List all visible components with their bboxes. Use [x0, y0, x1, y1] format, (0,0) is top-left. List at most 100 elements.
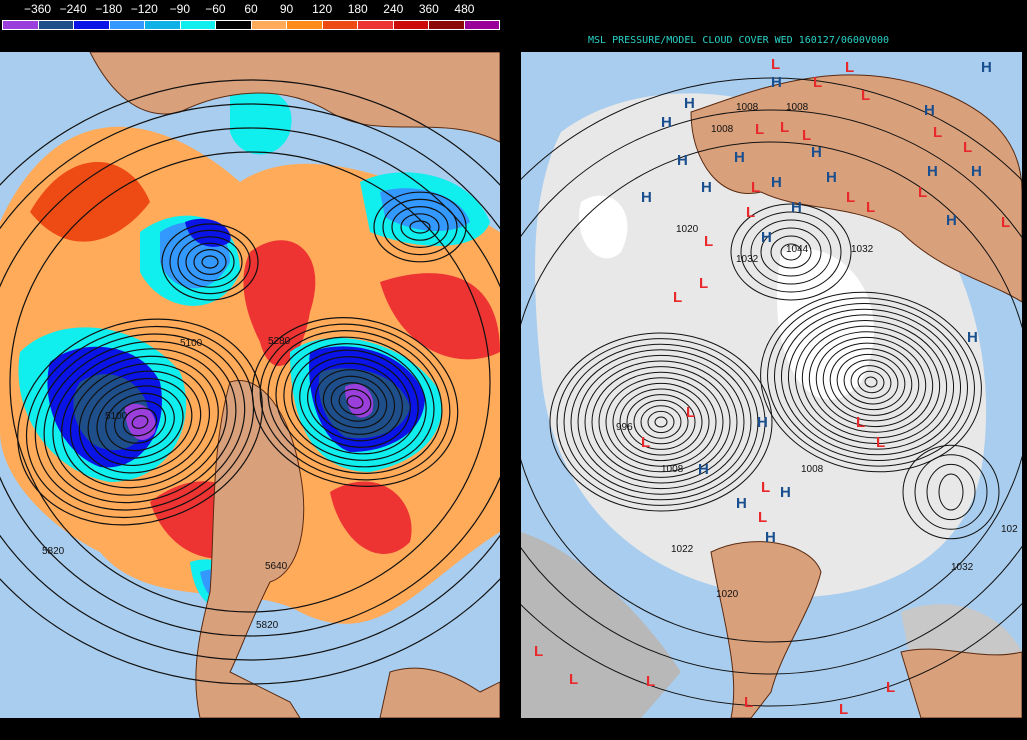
high-pressure-marker: H [761, 229, 772, 246]
contour-line [808, 331, 934, 433]
contour-line [373, 191, 467, 263]
anomaly-fills [0, 88, 500, 624]
contour-line [850, 365, 892, 399]
contour-line [391, 206, 449, 249]
low-pressure-marker: L [1001, 214, 1010, 231]
isobars [521, 77, 1022, 707]
contour-line [113, 400, 167, 444]
contour-label: 1008 [801, 464, 824, 475]
high-pressure-marker: H [771, 74, 782, 91]
high-pressure-marker: H [684, 95, 695, 112]
contour-line [822, 342, 920, 422]
high-pressure-marker: H [641, 189, 652, 206]
high-pressure-marker: H [701, 179, 712, 196]
contour-label: 1008 [711, 124, 734, 135]
contour-line [780, 243, 802, 261]
legend-swatch [287, 21, 323, 29]
high-pressure-marker: H [734, 149, 745, 166]
low-pressure-marker: L [876, 434, 885, 451]
low-pressure-marker: L [918, 184, 927, 201]
contour-line [774, 303, 968, 461]
low-pressure-marker: L [802, 127, 811, 144]
contour-line [283, 343, 427, 461]
low-pressure-marker: L [751, 179, 760, 196]
contour-line [78, 370, 202, 474]
low-pressure-marker: L [856, 414, 865, 431]
high-pressure-marker: H [981, 59, 992, 76]
contour-label: 5280 [268, 336, 291, 347]
contour-line [251, 317, 459, 487]
land-masses [690, 74, 1022, 718]
contour-line [259, 323, 451, 481]
contour-line [69, 363, 211, 481]
high-pressure-marker: H [677, 152, 688, 169]
low-pressure-marker: L [686, 404, 695, 421]
low-pressure-marker: L [761, 479, 770, 496]
contour-line [161, 223, 259, 301]
legend-label: 90 [279, 2, 294, 16]
contour-label: 5820 [256, 620, 279, 631]
contour-line [787, 314, 955, 450]
high-pressure-marker: H [924, 102, 935, 119]
legend-label: −60 [205, 2, 226, 16]
contour-line [193, 249, 227, 276]
contour-line [598, 371, 724, 473]
high-pressure-marker: H [826, 169, 837, 186]
contour-label: 1032 [736, 254, 759, 265]
legend-label: −120 [130, 2, 158, 16]
contour-label: 1032 [951, 562, 974, 573]
high-pressure-marker: H [765, 529, 776, 546]
contour-label: 5100 [180, 338, 203, 349]
contour-line [815, 336, 927, 428]
high-pressure-marker: H [791, 199, 802, 216]
contour-line [61, 355, 219, 489]
contour-line [836, 353, 906, 411]
height-contours [0, 79, 500, 685]
low-pressure-marker: L [534, 643, 543, 660]
low-pressure-marker: L [866, 199, 875, 216]
contour-line [902, 444, 1000, 540]
legend-label: −180 [95, 2, 123, 16]
right-map-title: MSL PRESSURE/MODEL CLOUD COVER WED 16012… [588, 35, 890, 46]
legend-label: 180 [347, 2, 368, 16]
contour-line [346, 395, 364, 409]
low-pressure-marker: L [641, 434, 650, 451]
low-pressure-marker: L [839, 701, 848, 718]
high-pressure-marker: H [771, 174, 782, 191]
contour-line [570, 349, 752, 495]
contour-label: 5100 [105, 411, 128, 422]
contour-line [770, 235, 812, 269]
contour-line [0, 103, 500, 661]
contour-line [857, 370, 885, 394]
contour-line [938, 473, 964, 511]
contour-line [52, 348, 228, 496]
contour-line [96, 385, 184, 459]
contour-line [591, 366, 731, 478]
legend-swatch [322, 21, 358, 29]
contour-label: 1008 [736, 102, 759, 113]
contour-line [767, 297, 975, 467]
contour-line [780, 308, 962, 456]
legend-labels: −360 −240 −180 −120 −90 −60 60 90 120 180 240 360 48… [0, 2, 500, 18]
contour-line [0, 127, 500, 637]
contour-line [122, 407, 158, 437]
low-pressure-marker: L [755, 121, 764, 138]
low-pressure-marker: L [699, 275, 708, 292]
contour-line [267, 330, 443, 474]
legend-swatch [74, 21, 110, 29]
contour-line [307, 362, 403, 442]
contour-line [43, 340, 237, 504]
contour-line [409, 220, 431, 234]
contour-line [521, 109, 1022, 675]
contour-line [131, 415, 149, 429]
high-pressure-marker: H [946, 212, 957, 229]
contour-line [34, 333, 246, 511]
contour-line [400, 213, 440, 241]
contour-line [105, 392, 175, 452]
contour-line [25, 325, 255, 519]
contour-line [177, 236, 243, 288]
contour-label: 5640 [265, 561, 288, 572]
high-pressure-marker: H [736, 495, 747, 512]
contour-label: 1044 [786, 244, 809, 255]
legend-label: 360 [418, 2, 439, 16]
